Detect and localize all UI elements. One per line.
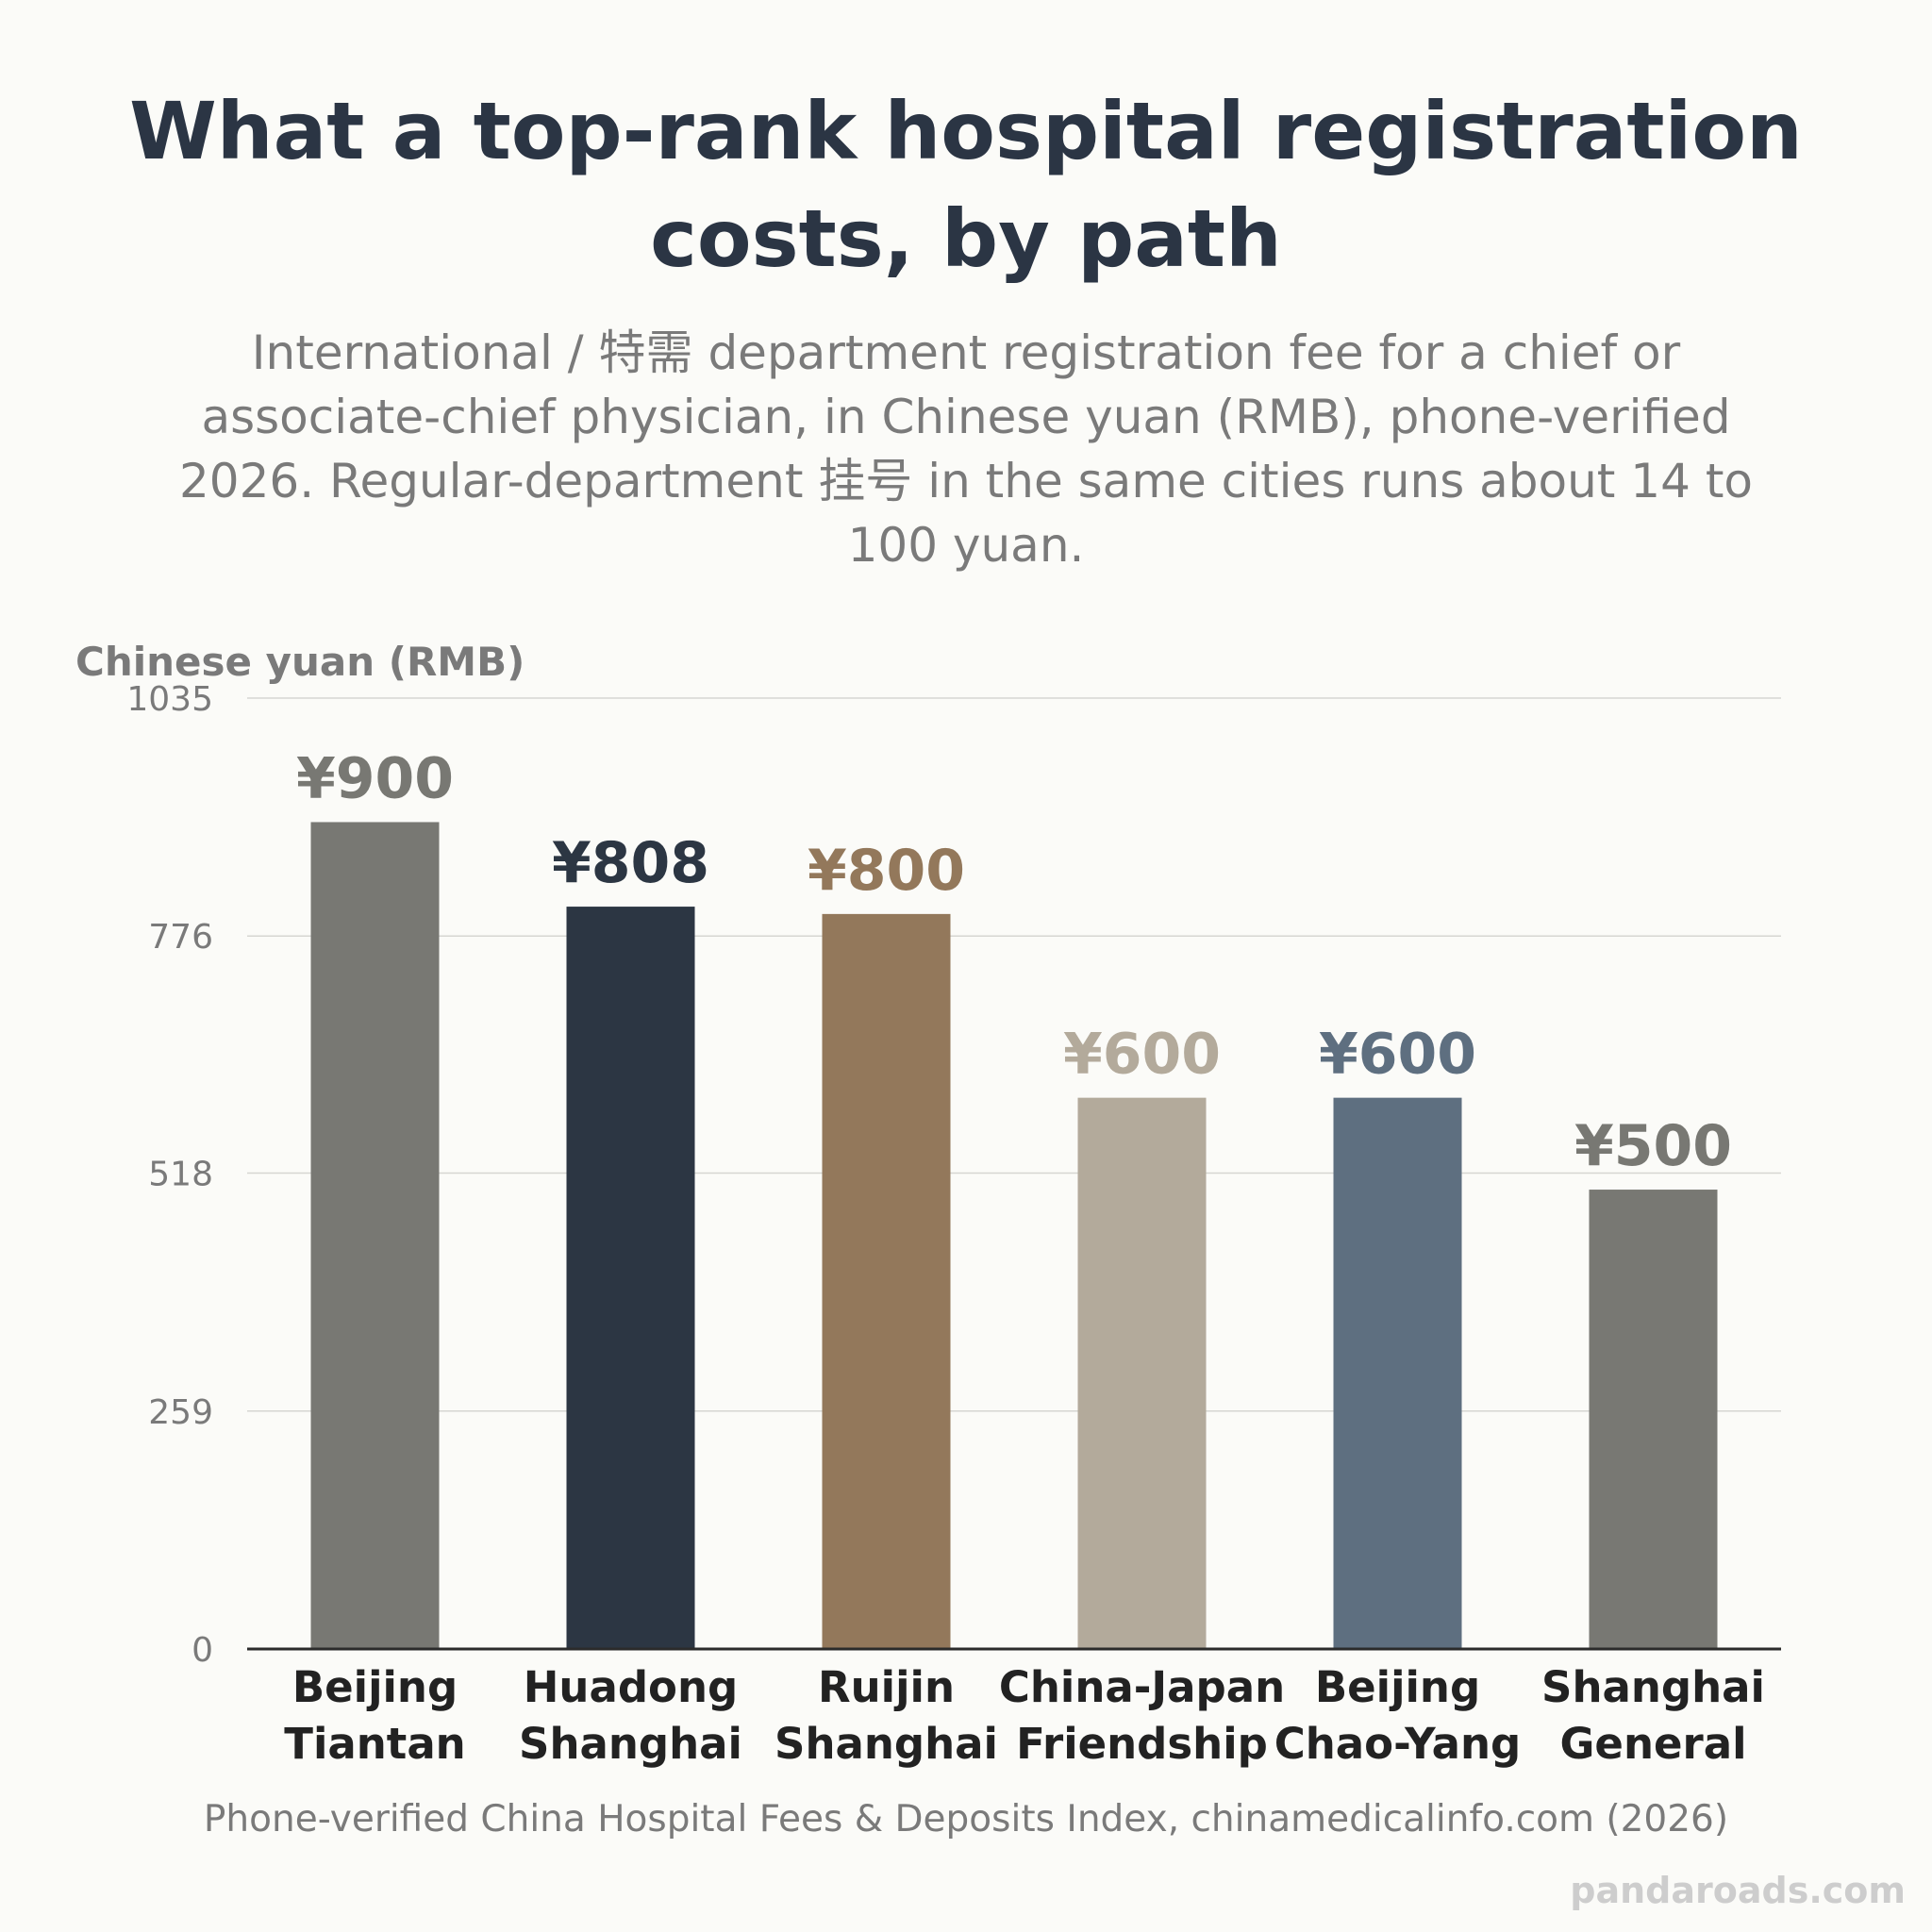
bar-value-label: ¥600	[1319, 1022, 1476, 1088]
x-tick-label: Huadong Shanghai	[519, 1662, 742, 1769]
bar-value-label: ¥600	[1063, 1022, 1221, 1088]
x-tick-label: Shanghai General	[1541, 1662, 1765, 1769]
bar-value-label: ¥500	[1574, 1113, 1732, 1179]
x-tick-label: Ruijin Shanghai	[774, 1662, 998, 1769]
x-tick-label: Beijing Chao-Yang	[1274, 1662, 1521, 1769]
source-note: Phone-verified China Hospital Fees & Dep…	[203, 1798, 1729, 1840]
y-tick-label: 518	[148, 1156, 213, 1194]
chart-subtitle: International / 特需 department registrati…	[178, 325, 1754, 573]
chart-title: What a top-rank hospital registration co…	[129, 85, 1803, 285]
gridlines	[247, 697, 1781, 1412]
x-tick-label: Beijing Tiantan	[284, 1662, 465, 1769]
bar	[1589, 1190, 1718, 1649]
bar-value-label: ¥808	[552, 830, 709, 896]
y-tick-label: 1035	[126, 680, 213, 719]
bar	[1077, 1097, 1207, 1649]
bar-value-label: ¥900	[296, 745, 454, 811]
bars	[310, 822, 1718, 1649]
bar	[1333, 1097, 1462, 1649]
bar	[822, 913, 951, 1649]
y-tick-label: 259	[148, 1393, 213, 1432]
bar	[566, 907, 695, 1649]
bar-value-label: ¥800	[808, 838, 965, 904]
y-tick-label: 0	[192, 1631, 213, 1670]
bar	[310, 822, 440, 1649]
x-tick-label: China-Japan Friendship	[999, 1662, 1285, 1769]
value-labels: ¥900 Beijing Tiantan ¥808 Huadong Shanghai ¥80…	[284, 745, 1765, 1769]
y-axis-label: Chinese yuan (RMB)	[75, 639, 525, 685]
axis-ticks: 0 259 518 776 1035	[126, 680, 1781, 1670]
watermark: pandaroads.com	[1570, 1870, 1906, 1911]
y-tick-label: 776	[148, 918, 213, 957]
